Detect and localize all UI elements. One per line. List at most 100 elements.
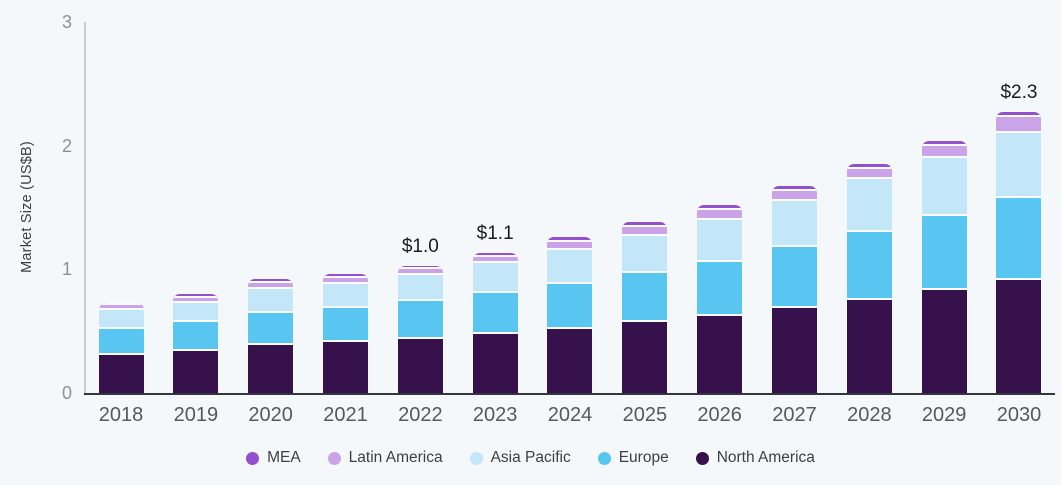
bar-segment-north-america[interactable] [547, 328, 593, 393]
bar-segment-europe[interactable] [921, 216, 967, 291]
bar-segment-north-america[interactable] [996, 280, 1042, 393]
bar-segment-europe[interactable] [173, 322, 219, 351]
bar-segment-europe[interactable] [846, 232, 892, 301]
stacked-bar-2029[interactable] [921, 140, 967, 393]
y-tick-label: 0 [61, 383, 72, 403]
bar-segment-mea[interactable] [472, 253, 518, 257]
bar-segment-latin-america[interactable] [622, 227, 668, 236]
bar-segment-north-america[interactable] [322, 342, 368, 393]
bar-segment-europe[interactable] [697, 261, 743, 317]
y-tick-label: 2 [61, 135, 72, 156]
bar-segment-north-america[interactable] [846, 300, 892, 393]
bar-segment-europe[interactable] [472, 292, 518, 334]
bar-segment-europe[interactable] [98, 328, 144, 355]
bar-segment-mea[interactable] [322, 274, 368, 278]
stacked-bar-2026[interactable] [697, 205, 743, 393]
bar-segment-north-america[interactable] [397, 338, 443, 393]
bar-segment-europe[interactable] [322, 307, 368, 343]
bar-segment-north-america[interactable] [771, 307, 817, 393]
bar-segment-europe[interactable] [547, 284, 593, 329]
legend-label: MEA [267, 449, 301, 466]
bar-value-label-2030: $2.3 [1000, 82, 1038, 104]
bar-segment-europe[interactable] [248, 312, 294, 345]
bar-value-label-2022: $1.0 [401, 235, 439, 257]
legend-item-latin-america[interactable]: Latin America [327, 449, 443, 467]
x-tick-label-2027: 2027 [772, 404, 817, 426]
bar-segment-latin-america[interactable] [697, 209, 743, 220]
stacked-bar-2024[interactable] [547, 237, 593, 393]
x-tick-label-2030: 2030 [996, 404, 1042, 426]
stacked-bar-2030[interactable] [996, 112, 1042, 393]
bar-segment-asia-pacific[interactable] [472, 263, 518, 293]
bar-segment-asia-pacific[interactable] [996, 133, 1042, 198]
bar-segment-europe[interactable] [397, 301, 443, 339]
bar-segment-mea[interactable] [846, 164, 892, 170]
bar-segment-mea[interactable] [173, 294, 219, 298]
bar-segment-north-america[interactable] [921, 290, 967, 393]
bar-segment-latin-america[interactable] [547, 242, 593, 250]
bar-segment-mea[interactable] [697, 205, 743, 210]
bar-segment-latin-america[interactable] [397, 269, 443, 276]
bar-segment-mea[interactable] [248, 279, 294, 283]
bar-segment-europe[interactable] [996, 197, 1042, 281]
legend-item-europe[interactable]: Europe [597, 449, 669, 467]
bar-segment-north-america[interactable] [622, 322, 668, 393]
chart-legend: MEA Latin America Asia Pacific Europe North … [0, 449, 1061, 467]
bar-segment-europe[interactable] [622, 273, 668, 323]
y-tick-label: 3 [61, 12, 72, 32]
bar-segment-mea[interactable] [98, 302, 144, 306]
bar-segment-latin-america[interactable] [846, 169, 892, 180]
bar-segment-north-america[interactable] [248, 344, 294, 393]
bar-segment-north-america[interactable] [98, 354, 144, 393]
bar-value-label-2023: $1.1 [476, 223, 514, 245]
stacked-bar-2027[interactable] [771, 186, 817, 393]
stacked-bar-2028[interactable] [846, 164, 892, 393]
stacked-bar-2022[interactable] [397, 265, 443, 393]
legend-item-asia-pacific[interactable]: Asia Pacific [469, 449, 571, 467]
x-tick-label-2029: 2029 [921, 404, 967, 426]
bar-segment-north-america[interactable] [472, 333, 518, 393]
bar-segment-asia-pacific[interactable] [697, 219, 743, 262]
bar-segment-asia-pacific[interactable] [322, 284, 368, 308]
bar-segment-asia-pacific[interactable] [173, 302, 219, 323]
bar-segment-europe[interactable] [771, 247, 817, 308]
bar-segment-mea[interactable] [397, 265, 443, 270]
bar-segment-latin-america[interactable] [248, 282, 294, 290]
bar-segment-north-america[interactable] [697, 316, 743, 393]
bar-segment-asia-pacific[interactable] [397, 275, 443, 302]
bar-segment-mea[interactable] [622, 222, 668, 228]
stacked-bar-2018[interactable] [98, 302, 144, 393]
bar-segment-latin-america[interactable] [322, 277, 368, 285]
bar-segment-asia-pacific[interactable] [547, 249, 593, 285]
bar-segment-north-america[interactable] [173, 350, 219, 393]
stacked-bar-2021[interactable] [322, 274, 368, 393]
legend-label: Asia Pacific [490, 449, 571, 466]
bar-segment-latin-america[interactable] [996, 117, 1042, 134]
bar-segment-asia-pacific[interactable] [921, 158, 967, 217]
stacked-bar-2023[interactable] [472, 253, 518, 393]
legend-swatch-icon [695, 451, 709, 465]
legend-item-north-america[interactable]: North America [695, 449, 815, 467]
bar-segment-asia-pacific[interactable] [771, 201, 817, 248]
bar-segment-latin-america[interactable] [771, 191, 817, 202]
bar-segment-mea[interactable] [547, 237, 593, 243]
bar-segment-mea[interactable] [921, 140, 967, 146]
bar-segment-asia-pacific[interactable] [248, 289, 294, 313]
bar-segment-mea[interactable] [996, 112, 1042, 118]
bar-segment-latin-america[interactable] [472, 256, 518, 264]
bar-segment-latin-america[interactable] [173, 297, 219, 303]
bar-segment-latin-america[interactable] [921, 145, 967, 159]
bar-segment-latin-america[interactable] [98, 305, 144, 311]
x-tick-label-2023: 2023 [472, 404, 518, 426]
stacked-bar-2020[interactable] [248, 279, 294, 393]
bar-segment-asia-pacific[interactable] [98, 310, 144, 329]
bar-segment-asia-pacific[interactable] [622, 235, 668, 274]
legend-swatch-icon [597, 451, 611, 465]
legend-swatch-icon [246, 451, 260, 465]
legend-item-mea[interactable]: MEA [246, 449, 301, 467]
stacked-bar-2019[interactable] [173, 294, 219, 393]
bar-segment-asia-pacific[interactable] [846, 179, 892, 233]
stacked-bar-2025[interactable] [622, 222, 668, 393]
bar-segment-mea[interactable] [771, 186, 817, 192]
